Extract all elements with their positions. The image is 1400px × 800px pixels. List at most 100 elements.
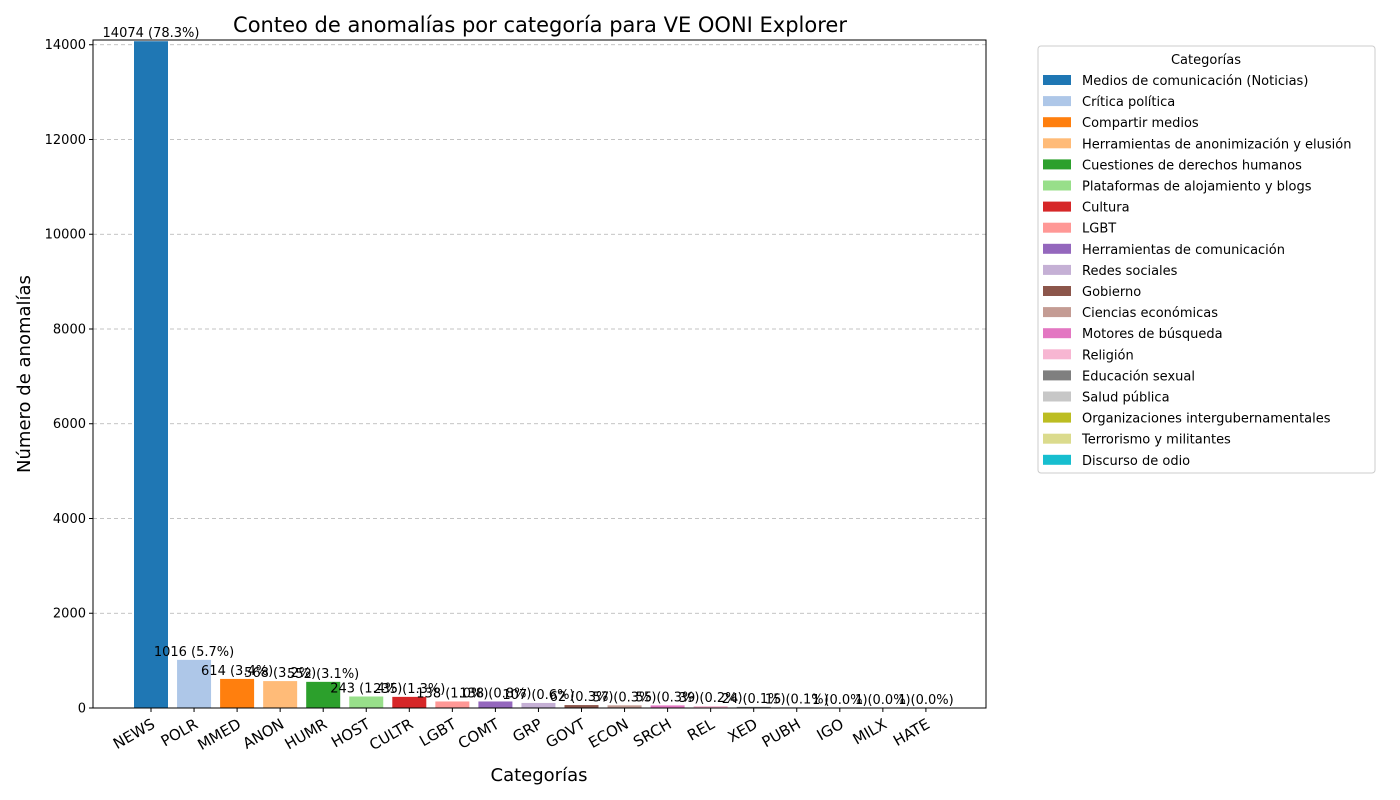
legend-entry: Salud pública xyxy=(1082,391,1170,406)
bars xyxy=(134,41,943,709)
legend-entry: Educación sexual xyxy=(1082,369,1195,384)
legend-entry: Compartir medios xyxy=(1082,116,1199,131)
data-label-srch: 55 (0.3%) xyxy=(636,690,700,705)
legend-swatch xyxy=(1043,286,1071,296)
legend-entry: Plataformas de alojamiento y blogs xyxy=(1082,180,1312,195)
x-tick-label-hate: HATE xyxy=(890,715,933,750)
x-tick-label-comt: COMT xyxy=(455,714,503,752)
data-label-polr: 1016 (5.7%) xyxy=(154,645,234,660)
x-tick-label-econ: ECON xyxy=(585,715,631,752)
x-tick-label-rel: REL xyxy=(684,715,718,745)
bar-news xyxy=(134,41,168,709)
data-label-xed: 24 (0.1%) xyxy=(722,692,786,707)
bar-econ xyxy=(607,705,642,708)
chart-title: Conteo de anomalías por categoría para V… xyxy=(233,13,847,37)
legend-swatch xyxy=(1043,454,1071,465)
x-tick-label-xed: XED xyxy=(725,715,761,746)
y-tick-label: 0 xyxy=(78,702,86,717)
bar-lgbt xyxy=(435,701,470,708)
plot-frame xyxy=(92,39,987,709)
x-tick-label-news: NEWS xyxy=(110,715,158,753)
data-label-host: 243 (1.4%) xyxy=(330,681,402,696)
bar-mmed xyxy=(220,678,255,708)
legend-entry: Discurso de odio xyxy=(1082,454,1190,469)
legend-swatch xyxy=(1043,391,1071,402)
legend-entry: Religión xyxy=(1082,348,1134,363)
data-label-rel: 39 (0.2%) xyxy=(679,691,743,706)
data-label-cultr: 235 (1.3%) xyxy=(373,682,445,697)
legend-swatch xyxy=(1043,159,1071,170)
legend-swatch xyxy=(1043,307,1071,318)
y-tick-label: 12000 xyxy=(45,133,86,148)
legend-swatch xyxy=(1043,96,1071,107)
y-tick-label: 4000 xyxy=(53,512,86,527)
bar-rel xyxy=(693,706,728,708)
bar-grp xyxy=(521,702,556,708)
data-label-econ: 57 (0.3%) xyxy=(593,690,657,705)
x-tick-label-polr: POLR xyxy=(158,715,201,750)
legend-swatch xyxy=(1043,180,1071,191)
x-tick-label-govt: GOVT xyxy=(543,714,590,751)
data-label-mmed: 614 (3.4%) xyxy=(201,664,273,679)
bar-humr xyxy=(306,681,341,708)
legend-swatch xyxy=(1043,433,1071,444)
bar-host xyxy=(349,696,384,708)
legend-entry: Herramientas de comunicación xyxy=(1082,243,1285,258)
legend-entry: Redes sociales xyxy=(1082,264,1178,279)
legend-entry: LGBT xyxy=(1082,222,1116,237)
legend-title: Categorías xyxy=(1171,53,1241,68)
y-tick-label: 14000 xyxy=(45,38,86,53)
data-label-grp: 107 (0.6%) xyxy=(502,688,574,703)
bar-srch xyxy=(650,705,685,708)
legend-swatch xyxy=(1043,243,1071,254)
x-tick-label-milx: MILX xyxy=(850,715,890,749)
data-label-news: 14074 (78.3%) xyxy=(103,26,200,41)
x-tick-label-mmed: MMED xyxy=(194,715,244,754)
legend-entry: Herramientas de anonimización y elusión xyxy=(1082,137,1351,152)
x-tick-label-pubh: PUBH xyxy=(759,715,804,751)
legend-entry: Organizaciones intergubernamentales xyxy=(1082,412,1331,427)
legend: Categorías Medios de comunicación (Notic… xyxy=(1037,45,1376,474)
y-tick-label: 10000 xyxy=(45,228,86,243)
data-labels: 14074 (78.3%) 1016 (5.7%) 614 (3.4%)568 (3… xyxy=(103,26,954,708)
legend-entry: Terrorismo y militantes xyxy=(1081,433,1231,448)
y-axis-label: Número de anomalías xyxy=(14,275,35,473)
data-label-igo: 1 (0.0%) xyxy=(812,693,868,708)
bar-xed xyxy=(736,706,771,708)
y-axis-ticks: 0 2000 4000 6000 8000 10000 12000 14000 xyxy=(45,38,93,717)
x-tick-label-srch: SRCH xyxy=(630,715,674,751)
legend-entry: Medios de comunicación (Noticias) xyxy=(1082,74,1308,89)
data-label-humr: 552 (3.1%) xyxy=(287,667,359,682)
x-tick-label-host: HOST xyxy=(328,714,374,751)
data-label-govt: 62 (0.3%) xyxy=(550,690,614,705)
legend-entry: Ciencias económicas xyxy=(1082,306,1218,321)
x-tick-label-anon: ANON xyxy=(240,715,288,753)
bar-comt xyxy=(478,701,513,708)
legend-swatch xyxy=(1043,328,1071,339)
y-tick-label: 8000 xyxy=(53,322,86,337)
legend-swatch xyxy=(1043,201,1071,212)
legend-swatch xyxy=(1043,75,1071,85)
y-tick-label: 6000 xyxy=(53,417,86,432)
x-tick-label-humr: HUMR xyxy=(282,715,331,753)
legend-entry: Gobierno xyxy=(1082,285,1141,300)
legend-swatch xyxy=(1043,117,1071,128)
legend-swatch xyxy=(1043,222,1071,233)
bar-govt xyxy=(564,705,599,708)
data-label-milx: 1 (0.0%) xyxy=(855,693,911,708)
legend-swatch xyxy=(1043,412,1071,423)
bar-polr xyxy=(177,659,212,708)
legend-entry: Motores de búsqueda xyxy=(1082,327,1223,342)
legend-swatch xyxy=(1043,370,1071,381)
x-tick-label-lgbt: LGBT xyxy=(416,714,460,750)
bar-anon xyxy=(263,681,298,708)
legend-entry: Cultura xyxy=(1082,201,1130,216)
data-label-comt: 138 (0.8%) xyxy=(459,686,531,701)
legend-entry: Cuestiones de derechos humanos xyxy=(1082,158,1302,173)
data-label-anon: 568 (3.2%) xyxy=(244,666,316,681)
data-label-pubh: 15 (0.1%) xyxy=(765,692,829,707)
legend-swatch xyxy=(1043,349,1071,360)
x-axis-label: Categorías xyxy=(491,765,588,786)
